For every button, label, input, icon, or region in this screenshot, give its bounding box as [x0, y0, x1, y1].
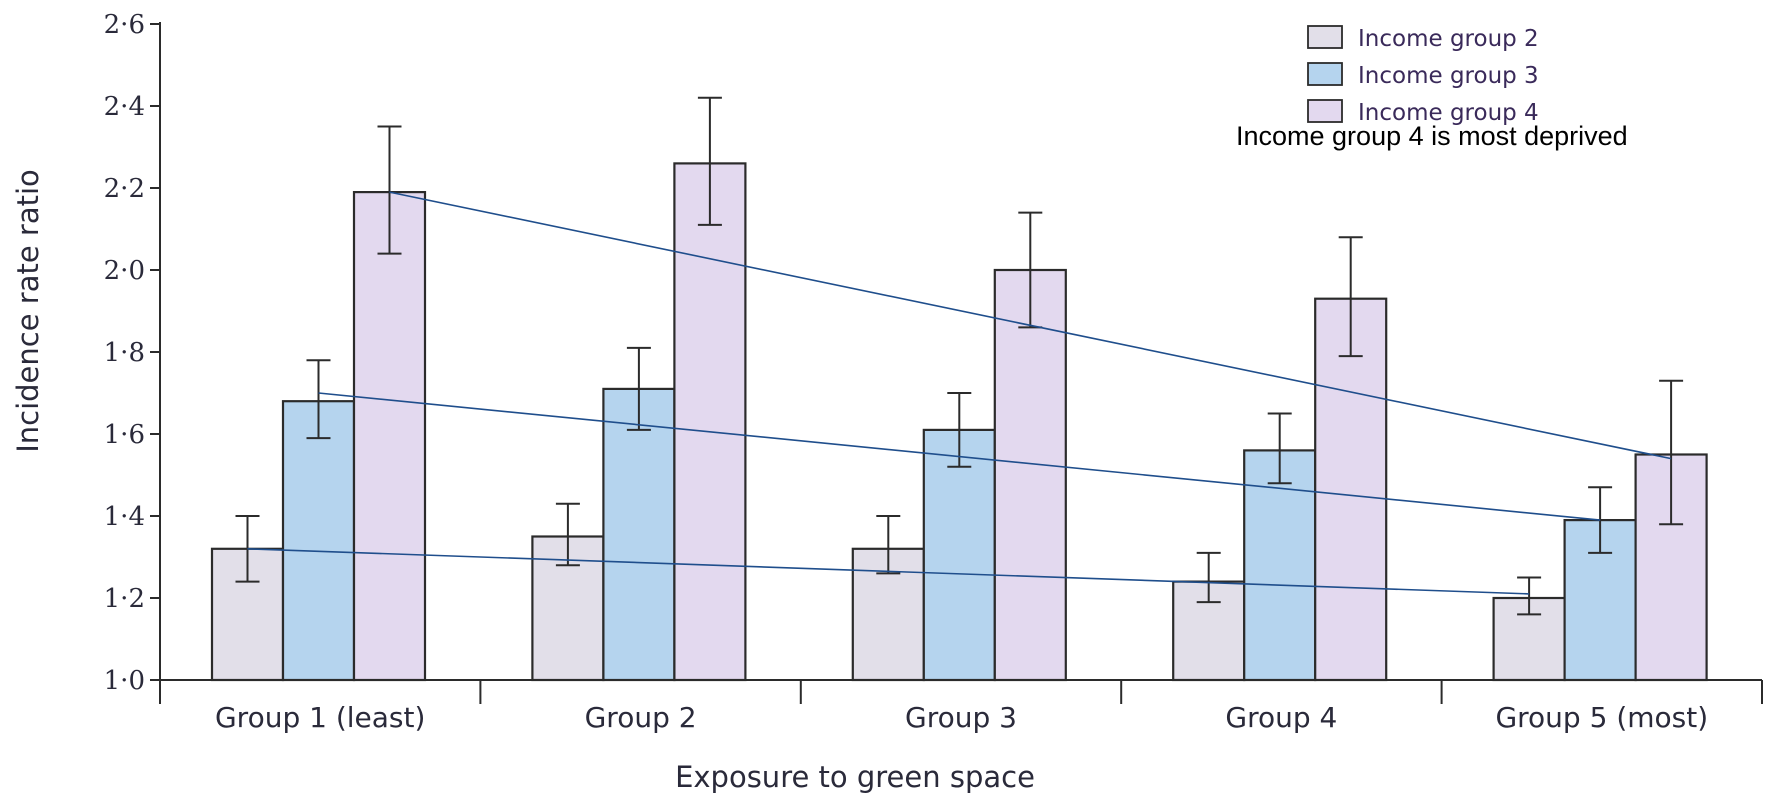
y-tick-label: 2·0 — [104, 256, 145, 286]
trend-lines — [247, 191, 1672, 595]
error-bar — [697, 96, 722, 226]
bar-4-3 — [993, 268, 1067, 682]
axes: 1·0 1·2 1·4 1·6 1·8 2·0 2·2 2·4 2·6 Group 1 (leas… — [104, 10, 1763, 734]
bar-3-4 — [1243, 449, 1317, 682]
bar-4-1 — [352, 191, 427, 682]
error-bar — [1659, 379, 1684, 526]
legend-label-4: Income group 4 — [1358, 100, 1539, 126]
bar-3-2 — [602, 387, 676, 682]
annotation-note: Income group 4 is most deprived — [1236, 121, 1628, 151]
error-bar — [626, 346, 651, 431]
y-tick-label: 1·4 — [104, 502, 145, 532]
error-bar — [555, 502, 580, 567]
y-tick-label: 1·8 — [104, 338, 145, 368]
error-bar — [1196, 551, 1221, 604]
error-bar — [1338, 236, 1363, 358]
y-tick-label: 1·0 — [104, 666, 145, 696]
legend-swatch-3 — [1307, 62, 1343, 86]
legend-swatch-4 — [1307, 99, 1343, 123]
error-bar — [876, 515, 901, 575]
bar-4-2 — [673, 162, 747, 682]
trend-line-4 — [389, 191, 1672, 460]
trend-line-3 — [318, 392, 1601, 521]
x-tick-label: Group 2 — [585, 701, 697, 734]
error-bar — [377, 125, 402, 255]
y-tick-label: 1·2 — [104, 584, 145, 614]
x-tick-label: Group 1 (least) — [215, 701, 425, 734]
y-tick-label: 2·6 — [104, 10, 145, 40]
x-axis-title: Exposure to green space — [675, 760, 1035, 794]
legend-swatch-2 — [1307, 25, 1343, 49]
error-bar — [1267, 412, 1292, 485]
x-tick-label: Group 4 — [1225, 701, 1337, 734]
error-bars — [235, 96, 1684, 616]
legend-label-3: Income group 3 — [1358, 63, 1539, 89]
bar-3-3 — [922, 428, 996, 682]
y-axis-title: Incidence rate ratio — [11, 169, 45, 453]
trend-line-2 — [247, 548, 1530, 595]
legend: Income group 2 Income group 3 Income group… — [1307, 25, 1539, 126]
y-tick-label: 1·6 — [104, 420, 145, 450]
y-tick-label: 2·2 — [104, 174, 145, 204]
y-tick-label: 2·4 — [104, 92, 145, 122]
error-bar — [1517, 576, 1542, 616]
x-tick-label: Group 3 — [905, 701, 1017, 734]
legend-label-2: Income group 2 — [1358, 26, 1539, 52]
error-bar — [306, 359, 331, 440]
error-bar — [947, 392, 972, 468]
bars — [210, 162, 1708, 682]
bar-3-1 — [281, 400, 356, 682]
x-tick-label: Group 5 (most) — [1495, 701, 1708, 734]
